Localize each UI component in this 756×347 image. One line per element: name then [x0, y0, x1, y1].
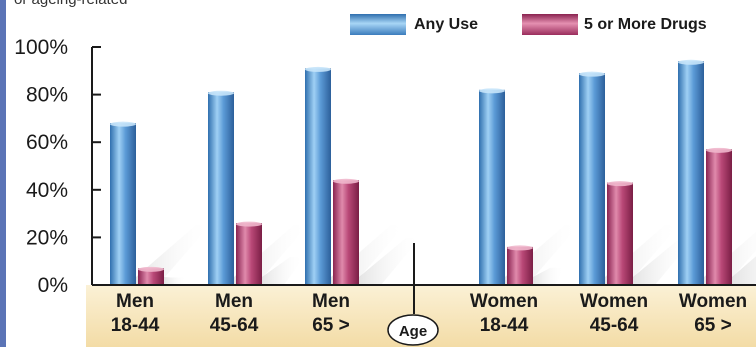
bar-top-highlight [607, 181, 633, 187]
category-label: 65 > [312, 315, 350, 336]
y-tick-label: 40% [26, 179, 68, 202]
bar-5-or-more-drugs [333, 180, 359, 285]
category-label: Men [116, 291, 154, 312]
legend-label-any-use: Any Use [414, 16, 478, 33]
y-tick-label: 100% [14, 36, 68, 59]
y-tick-label: 80% [26, 84, 68, 107]
bar-shadow [359, 237, 421, 285]
bar-5-or-more-drugs [236, 223, 262, 285]
category-labels: Men 18-44 Men 45-64 Men 65 > Women 18-44 Women 45… [111, 291, 747, 336]
bar-shadow [533, 267, 565, 285]
bar-shadow [732, 256, 756, 285]
bar-top-highlight [507, 245, 533, 251]
bar-top-highlight [208, 90, 234, 96]
y-tick-label: 20% [26, 226, 68, 249]
bar-any-use [579, 73, 605, 286]
bar-top-highlight [110, 121, 136, 127]
bar-top-highlight [479, 88, 505, 94]
bar-5-or-more-drugs [138, 268, 164, 285]
legend-label-5-or-more: 5 or More Drugs [584, 16, 707, 33]
bar-top-highlight [333, 178, 359, 184]
bar-shadow [262, 257, 304, 285]
y-tick-label: 0% [38, 274, 68, 297]
category-label: 18-44 [480, 315, 529, 336]
bar-shadow [164, 277, 186, 285]
y-tick-label: 60% [26, 131, 68, 154]
category-label: Women [679, 291, 747, 312]
left-accent-band [0, 0, 6, 347]
category-label: 65 > [694, 315, 732, 336]
category-label: Men [312, 291, 350, 312]
bar-top-highlight [579, 71, 605, 77]
bar-top-highlight [706, 147, 732, 153]
category-label: Men [215, 291, 253, 312]
bar-any-use [208, 92, 234, 285]
top-caption: or ageing-related [14, 0, 127, 8]
category-label: 45-64 [210, 315, 259, 336]
age-label-oval [387, 314, 439, 346]
age-axis-label: Age [399, 323, 427, 340]
category-label: Women [470, 291, 538, 312]
bar-5-or-more-drugs [507, 246, 533, 285]
bar-5-or-more-drugs [607, 182, 633, 285]
bar-any-use [479, 89, 505, 285]
legend: Any Use 5 or More Drugs [350, 14, 707, 35]
bar-top-highlight [305, 66, 331, 72]
bar-top-highlight [236, 221, 262, 227]
category-label: 18-44 [111, 315, 160, 336]
bar-any-use [110, 123, 136, 285]
category-label: 45-64 [590, 315, 639, 336]
legend-swatch-5-or-more [522, 14, 578, 35]
bar-marks [110, 59, 732, 286]
bar-top-highlight [678, 59, 704, 65]
bar-any-use [678, 61, 704, 285]
y-axis-ticks: 0% 20% 40% 60% 80% 100% [14, 36, 101, 297]
bar-top-highlight [138, 266, 164, 272]
bar-5-or-more-drugs [706, 149, 732, 285]
bar-any-use [305, 68, 331, 285]
category-label: Women [580, 291, 648, 312]
legend-swatch-any-use [350, 14, 406, 35]
